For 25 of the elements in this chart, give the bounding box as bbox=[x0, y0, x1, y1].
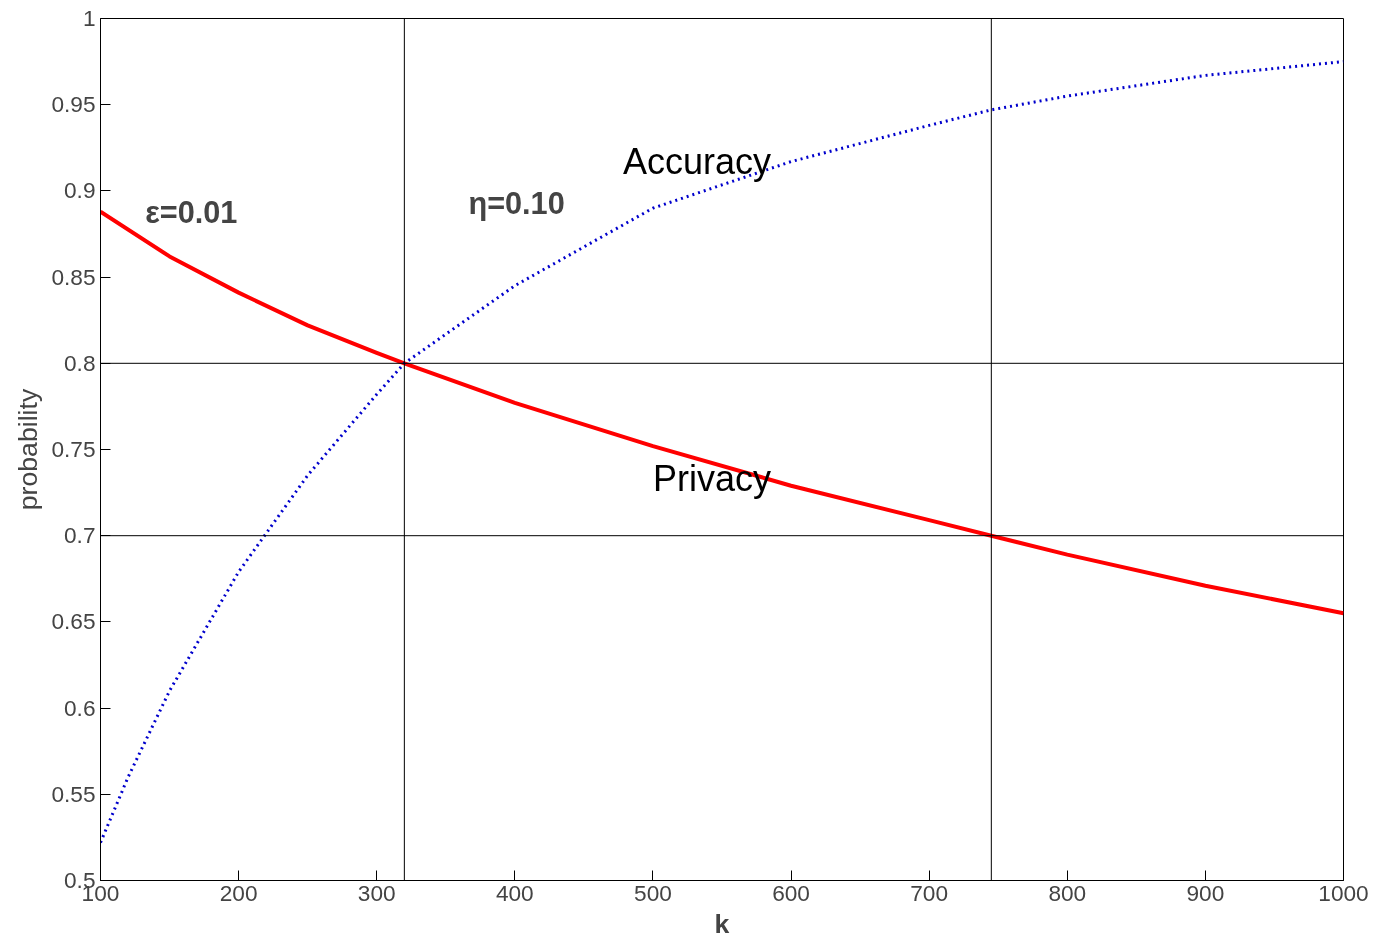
y-tick-label: 0.6 bbox=[64, 694, 96, 721]
y-tick-label: 0.55 bbox=[51, 780, 96, 807]
y-tick-label: 0.95 bbox=[51, 91, 96, 118]
y-tick-label: 0.8 bbox=[64, 349, 96, 376]
x-axis-title: k bbox=[714, 908, 730, 939]
series-label: Privacy bbox=[652, 458, 771, 500]
x-tick-label: 600 bbox=[772, 879, 810, 906]
y-tick-label: 0.9 bbox=[64, 177, 96, 204]
x-tick-label: 200 bbox=[219, 879, 258, 906]
annotation: ε=0.01 bbox=[145, 194, 238, 229]
x-tick-label: 500 bbox=[634, 879, 672, 906]
y-tick-label: 0.75 bbox=[51, 436, 96, 462]
y-tick-label: 0.7 bbox=[64, 522, 96, 549]
x-tick-label: 700 bbox=[910, 879, 949, 906]
y-axis-title: probability bbox=[13, 388, 44, 511]
x-tick-label: 1000 bbox=[1318, 879, 1369, 906]
y-tick-label: 1 bbox=[82, 5, 96, 31]
series-label: Accuracy bbox=[622, 141, 771, 183]
y-tick-label: 0.85 bbox=[51, 263, 96, 290]
x-tick-label: 400 bbox=[495, 879, 534, 906]
annotation: η=0.10 bbox=[468, 185, 565, 221]
x-tick-label: 900 bbox=[1186, 879, 1225, 906]
x-tick-label: 300 bbox=[357, 879, 396, 906]
x-tick-label: 800 bbox=[1048, 879, 1087, 906]
y-tick-label: 0.65 bbox=[51, 608, 96, 635]
